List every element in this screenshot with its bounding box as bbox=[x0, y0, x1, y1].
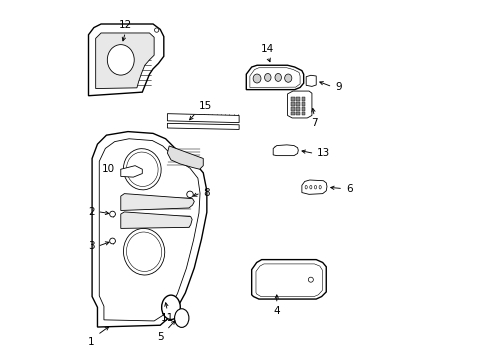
Text: 4: 4 bbox=[273, 306, 280, 315]
Polygon shape bbox=[167, 123, 239, 130]
FancyBboxPatch shape bbox=[301, 107, 305, 111]
Ellipse shape bbox=[274, 73, 281, 81]
Ellipse shape bbox=[107, 45, 134, 75]
Text: 8: 8 bbox=[203, 188, 210, 198]
Polygon shape bbox=[167, 146, 203, 169]
Text: 1: 1 bbox=[88, 337, 94, 347]
Ellipse shape bbox=[123, 229, 164, 275]
FancyBboxPatch shape bbox=[290, 112, 294, 116]
Polygon shape bbox=[96, 33, 154, 89]
Circle shape bbox=[109, 238, 115, 244]
Polygon shape bbox=[121, 194, 194, 211]
FancyBboxPatch shape bbox=[290, 107, 294, 111]
FancyBboxPatch shape bbox=[296, 112, 300, 116]
Polygon shape bbox=[167, 114, 239, 123]
Circle shape bbox=[109, 211, 115, 217]
Circle shape bbox=[154, 28, 159, 32]
Text: 13: 13 bbox=[317, 148, 330, 158]
Ellipse shape bbox=[162, 295, 180, 319]
Polygon shape bbox=[305, 75, 316, 86]
Ellipse shape bbox=[123, 149, 161, 190]
Ellipse shape bbox=[284, 74, 291, 82]
Text: 2: 2 bbox=[88, 207, 94, 217]
Ellipse shape bbox=[314, 185, 316, 189]
Text: 3: 3 bbox=[88, 241, 94, 251]
Text: 5: 5 bbox=[157, 332, 163, 342]
Text: 9: 9 bbox=[335, 82, 341, 92]
Text: 14: 14 bbox=[261, 45, 274, 54]
Ellipse shape bbox=[253, 74, 261, 83]
Polygon shape bbox=[246, 65, 303, 90]
Polygon shape bbox=[251, 260, 325, 299]
Text: 10: 10 bbox=[102, 164, 115, 174]
FancyBboxPatch shape bbox=[290, 102, 294, 106]
Text: 12: 12 bbox=[119, 21, 132, 31]
Polygon shape bbox=[273, 145, 298, 156]
FancyBboxPatch shape bbox=[301, 97, 305, 101]
Ellipse shape bbox=[319, 185, 321, 189]
FancyBboxPatch shape bbox=[290, 97, 294, 101]
Polygon shape bbox=[121, 166, 142, 177]
Polygon shape bbox=[121, 212, 192, 228]
Ellipse shape bbox=[309, 185, 311, 189]
Ellipse shape bbox=[174, 309, 188, 327]
Polygon shape bbox=[92, 132, 206, 327]
Text: 7: 7 bbox=[310, 118, 317, 128]
Text: 11: 11 bbox=[161, 313, 174, 323]
Circle shape bbox=[186, 191, 193, 198]
Text: 15: 15 bbox=[199, 101, 212, 111]
FancyBboxPatch shape bbox=[301, 112, 305, 116]
Circle shape bbox=[308, 277, 313, 282]
FancyBboxPatch shape bbox=[301, 102, 305, 106]
Polygon shape bbox=[88, 24, 163, 96]
Text: 6: 6 bbox=[346, 184, 352, 194]
FancyBboxPatch shape bbox=[296, 107, 300, 111]
Ellipse shape bbox=[264, 73, 270, 81]
FancyBboxPatch shape bbox=[296, 102, 300, 106]
Ellipse shape bbox=[305, 185, 306, 189]
FancyBboxPatch shape bbox=[296, 97, 300, 101]
Polygon shape bbox=[301, 180, 326, 194]
Polygon shape bbox=[287, 91, 311, 118]
